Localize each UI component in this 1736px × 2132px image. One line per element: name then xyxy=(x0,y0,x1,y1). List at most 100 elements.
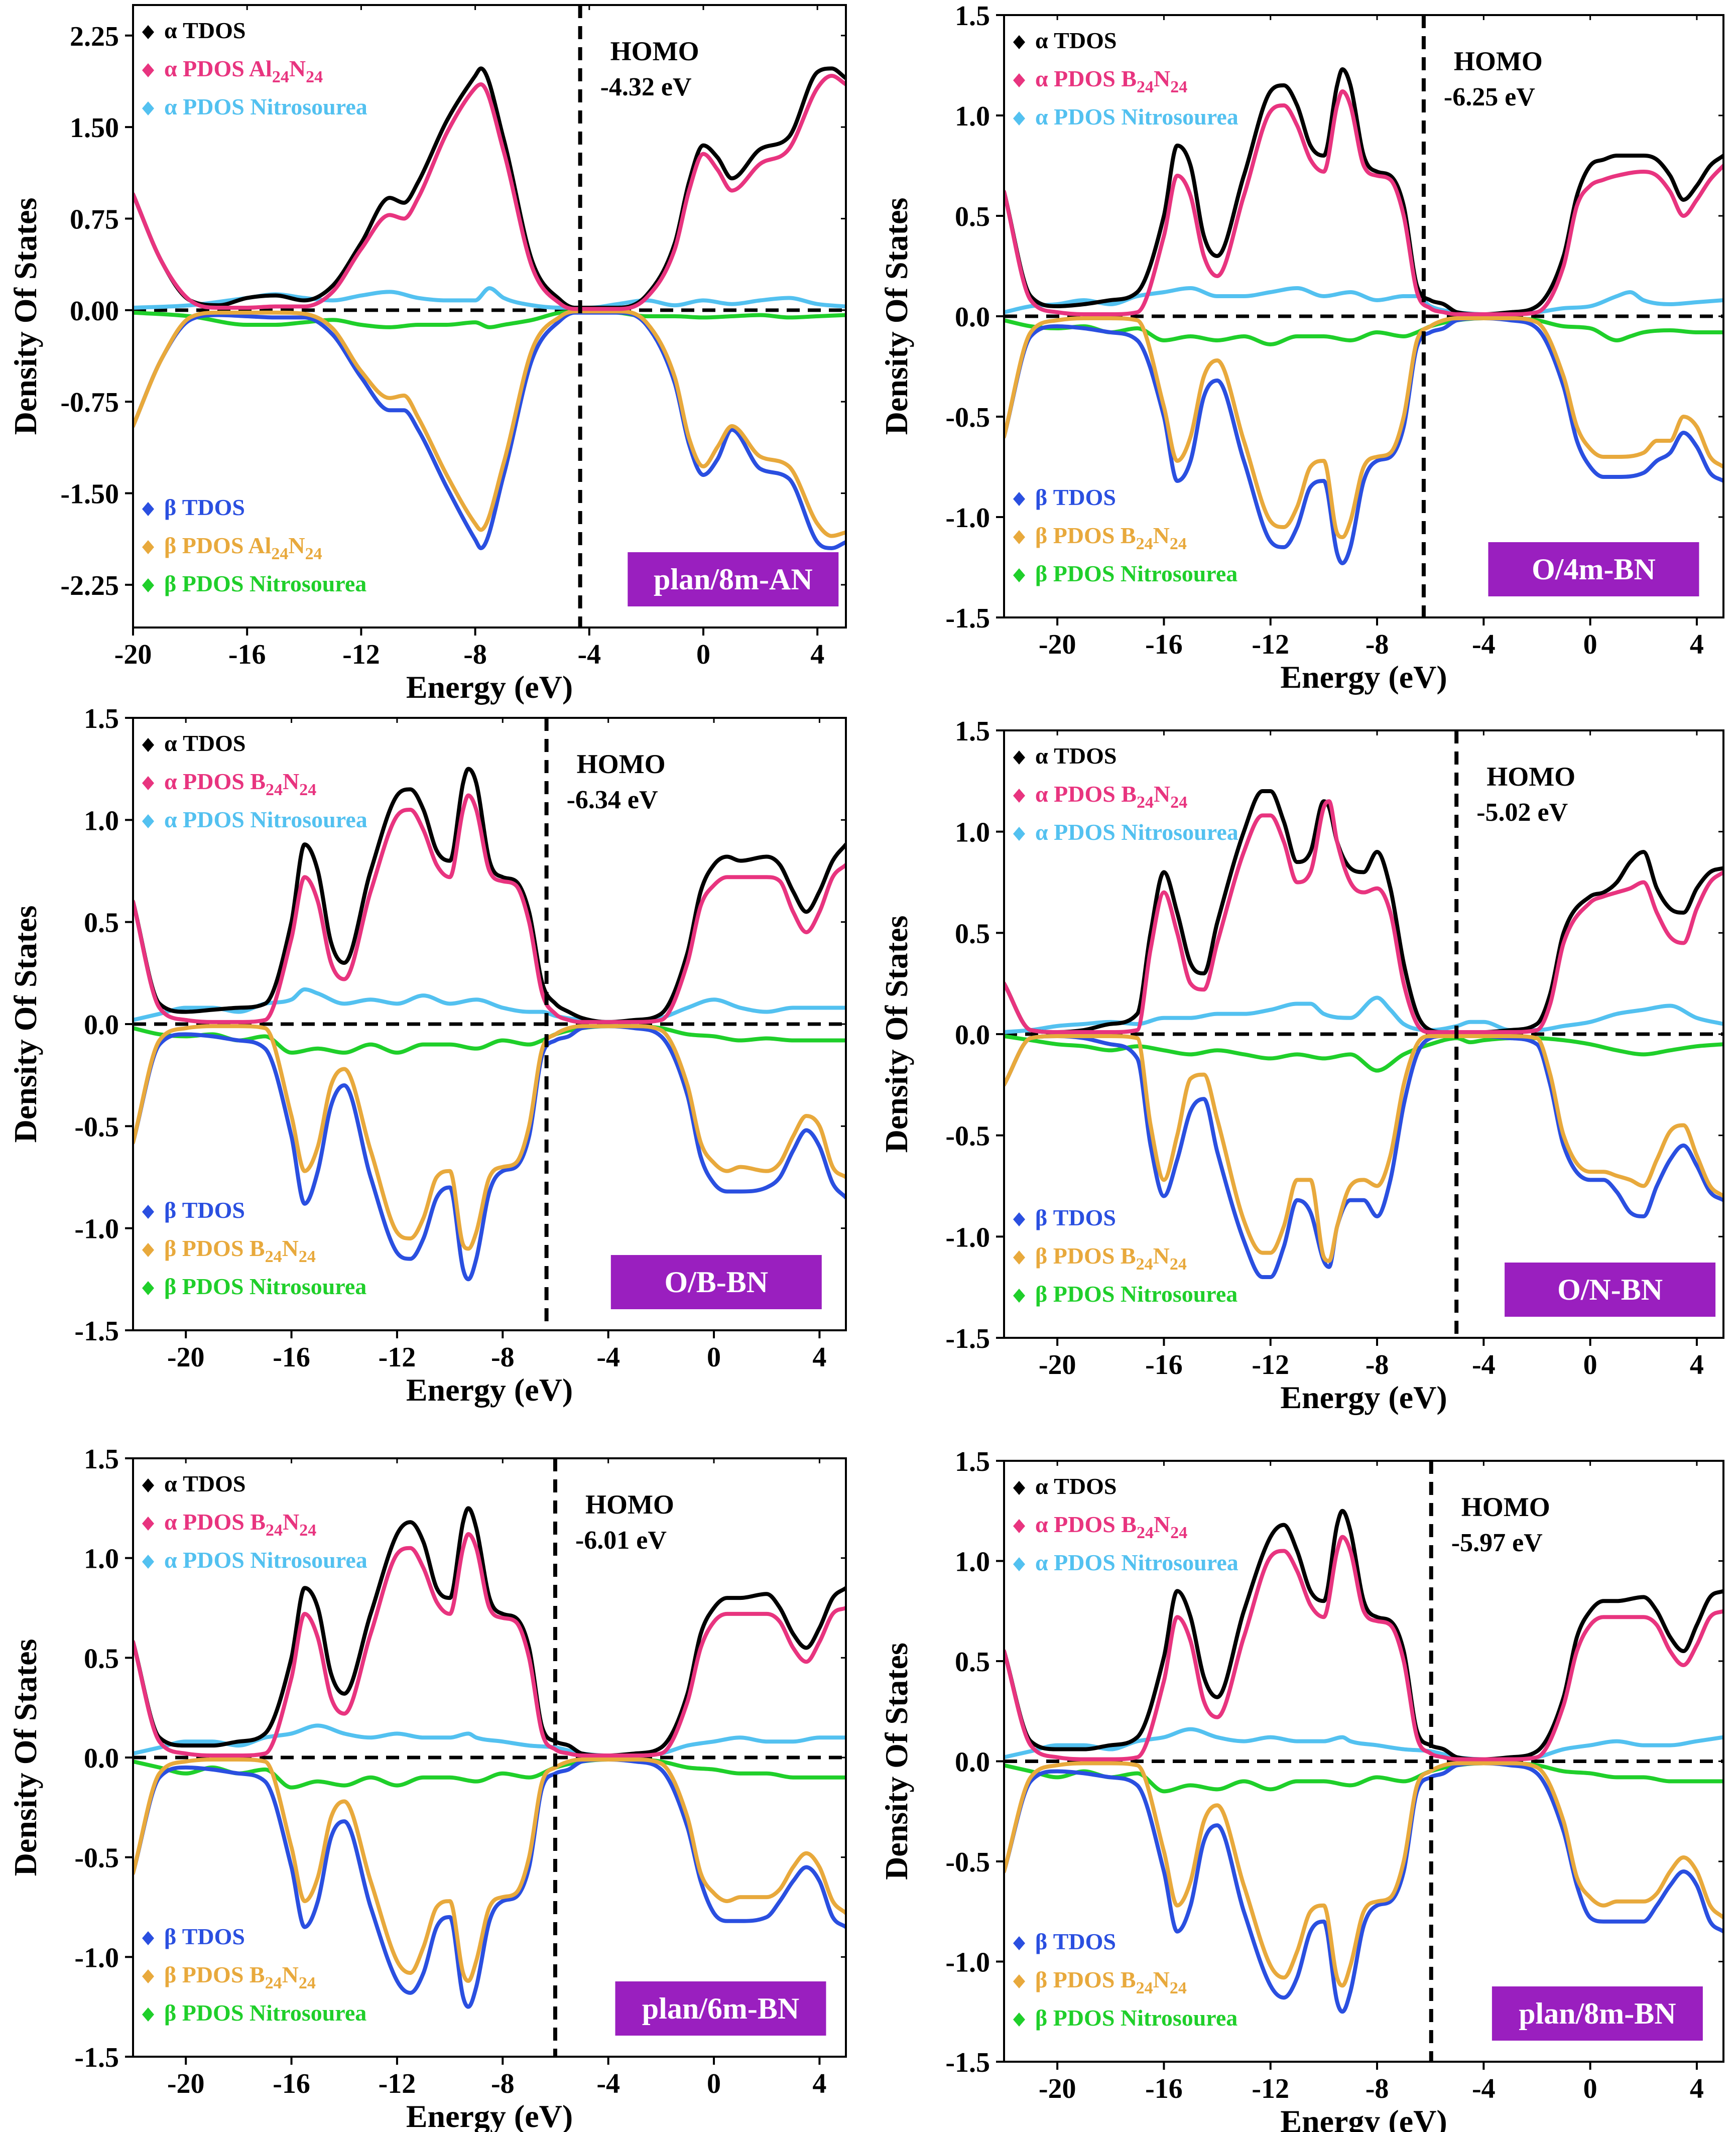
legend-entry: β PDOS B24N24 xyxy=(164,1962,316,1992)
system-label: O/B-BN xyxy=(664,1266,768,1299)
homo-label: HOMO xyxy=(585,1489,674,1520)
y-tick-label: 0.0 xyxy=(955,1020,990,1051)
legend-marker xyxy=(142,1555,154,1569)
series-alpha-tdos xyxy=(1004,1509,1723,1762)
plot-frame xyxy=(132,4,847,629)
legend-entry: β PDOS Nitrosourea xyxy=(1035,561,1237,586)
y-tick-label: -1.0 xyxy=(74,1942,119,1973)
legend-marker xyxy=(142,1517,154,1531)
legend-marker xyxy=(142,1205,154,1219)
series-alpha-pdos-nitrosourea xyxy=(1004,286,1723,316)
series-beta-pdos-nitrosourea xyxy=(1004,316,1723,346)
legend-entry: β TDOS xyxy=(164,1197,245,1223)
legend: α TDOS α PDOS B24N24 α PDOS Nitrosourea xyxy=(142,1471,367,1573)
legend-marker xyxy=(142,776,154,790)
y-tick-label: 0.0 xyxy=(955,1747,990,1778)
series-alpha-tdos xyxy=(133,1506,846,1758)
series-beta-pdos-cage xyxy=(1004,1761,1723,1988)
legend-marker xyxy=(1013,1289,1025,1303)
y-tick-label: 0.75 xyxy=(70,204,119,235)
y-tick-label: 0.5 xyxy=(84,908,119,939)
x-tick-label: 0 xyxy=(1583,2073,1597,2104)
y-tick-label: -1.5 xyxy=(945,603,990,634)
x-tick-label: -20 xyxy=(167,2068,205,2099)
legend-entry: β PDOS Al24N24 xyxy=(164,533,322,563)
x-axis-label: Energy (eV) xyxy=(1280,659,1447,695)
legend-marker xyxy=(1013,750,1025,765)
legend-marker xyxy=(1013,1557,1025,1571)
legend-entry: α PDOS Nitrosourea xyxy=(1035,104,1238,130)
y-tick-label: 0.5 xyxy=(955,918,990,949)
legend: α TDOS α PDOS B24N24 α PDOS Nitrosourea xyxy=(1013,1473,1238,1575)
legend-entry: α TDOS xyxy=(1035,1473,1117,1499)
legend-entry: α PDOS Nitrosourea xyxy=(164,807,367,832)
x-tick-label: -16 xyxy=(1145,2073,1183,2104)
legend-entry: α PDOS Al24N24 xyxy=(164,56,323,86)
legend: β TDOS β PDOS B24N24 β PDOS Nitrosourea xyxy=(1013,484,1237,586)
x-tick-label: -4 xyxy=(1472,2073,1496,2104)
x-tick-label: 4 xyxy=(812,2068,826,2099)
y-tick-label: 1.5 xyxy=(84,703,119,734)
y-tick-label: 1.0 xyxy=(955,817,990,848)
system-label-box xyxy=(1488,542,1699,596)
y-tick-label: 1.0 xyxy=(955,101,990,132)
legend-marker xyxy=(142,25,154,39)
series-beta-pdos-nitrosourea xyxy=(133,309,846,329)
x-tick-label: 4 xyxy=(1690,629,1704,660)
x-tick-label: -20 xyxy=(1039,2073,1076,2104)
y-tick-label: -1.5 xyxy=(945,2047,990,2078)
series-alpha-tdos xyxy=(1004,789,1723,1034)
series-beta-pdos-nitrosourea xyxy=(133,1024,846,1055)
legend-entry: α PDOS B24N24 xyxy=(164,769,316,799)
y-axis-label: Density Of States xyxy=(8,1639,43,1876)
dos-chart-svg: 1.5 1.0 0.5 0.0 -0.5 -1.0 -1.5 -20 -16 -12 -8 -4 0 4 E… xyxy=(8,1444,847,2132)
x-tick-label: 0 xyxy=(707,2068,721,2099)
y-tick-label: 0.5 xyxy=(84,1643,119,1674)
legend-entry: β TDOS xyxy=(1035,1929,1116,1954)
series-beta-tdos xyxy=(133,310,846,550)
legend-entry: β TDOS xyxy=(164,1924,245,1949)
x-tick-label: 4 xyxy=(812,1342,826,1373)
legend-entry: β PDOS B24N24 xyxy=(1035,1967,1187,1997)
x-tick-label: -20 xyxy=(114,639,152,670)
legend-marker xyxy=(1013,2013,1025,2027)
legend: α TDOS α PDOS Al24N24 α PDOS Nitrosourea xyxy=(142,18,367,119)
x-tick-label: 0 xyxy=(1583,629,1597,660)
system-label-box xyxy=(628,552,839,606)
series-beta-pdos-cage xyxy=(133,1024,846,1251)
legend-entry: β PDOS B24N24 xyxy=(164,1235,316,1266)
legend-marker xyxy=(1013,492,1025,506)
x-tick-label: -12 xyxy=(1252,629,1289,660)
system-label: plan/6m-BN xyxy=(642,1992,799,2025)
x-tick-label: 0 xyxy=(707,1342,721,1373)
legend: β TDOS β PDOS B24N24 β PDOS Nitrosourea xyxy=(142,1924,366,2026)
y-tick-label: -0.5 xyxy=(945,1121,990,1152)
legend: β TDOS β PDOS B24N24 β PDOS Nitrosourea xyxy=(1013,1205,1237,1307)
x-tick-label: -20 xyxy=(1039,1349,1076,1381)
legend-marker xyxy=(1013,789,1025,803)
homo-label: HOMO xyxy=(1454,46,1543,76)
legend: β TDOS β PDOS B24N24 β PDOS Nitrosourea xyxy=(142,1197,366,1299)
y-tick-label: -1.5 xyxy=(74,1316,119,1347)
series-beta-tdos xyxy=(1004,1761,1723,2014)
legend-marker xyxy=(142,1969,154,1983)
series-beta-tdos xyxy=(133,1024,846,1282)
legend-marker xyxy=(1013,1212,1025,1226)
y-tick-label: 2.25 xyxy=(70,21,119,52)
y-tick-label: 0.0 xyxy=(84,1010,119,1041)
legend-marker xyxy=(1013,827,1025,841)
y-tick-label: 1.0 xyxy=(955,1547,990,1578)
legend-marker xyxy=(142,1478,154,1492)
homo-value: -4.32 eV xyxy=(600,73,692,101)
y-axis-label: Density Of States xyxy=(879,916,914,1153)
dos-chart-svg: 1.5 1.0 0.5 0.0 -0.5 -1.0 -1.5 -20 -16 -12 -8 -4 0 4 E… xyxy=(879,1,1724,695)
series-alpha-pdos-cage xyxy=(133,1532,846,1758)
x-tick-label: -16 xyxy=(273,1342,310,1373)
y-tick-label: 0.0 xyxy=(84,1743,119,1774)
legend-entry: β PDOS B24N24 xyxy=(1035,1243,1187,1274)
series-alpha-pdos-nitrosourea xyxy=(133,286,846,310)
y-tick-label: 1.5 xyxy=(955,1446,990,1477)
y-tick-label: -1.5 xyxy=(945,1323,990,1354)
x-tick-label: 4 xyxy=(810,639,824,670)
